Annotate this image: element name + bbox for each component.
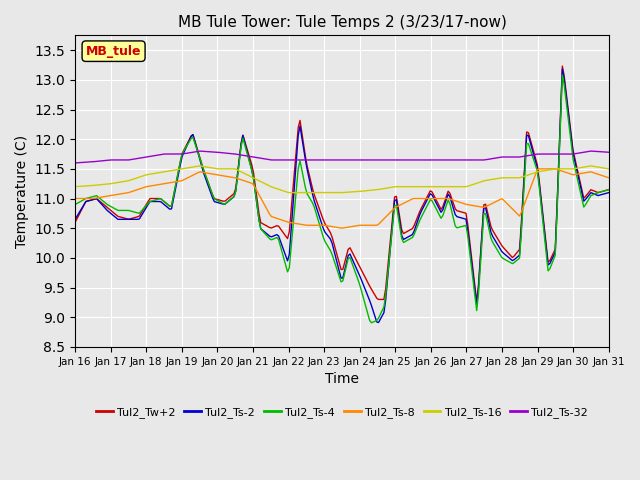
Text: MB_tule: MB_tule	[86, 45, 141, 58]
X-axis label: Time: Time	[325, 372, 359, 386]
Title: MB Tule Tower: Tule Temps 2 (3/23/17-now): MB Tule Tower: Tule Temps 2 (3/23/17-now…	[177, 15, 506, 30]
Y-axis label: Temperature (C): Temperature (C)	[15, 134, 29, 248]
Legend: Tul2_Tw+2, Tul2_Ts-2, Tul2_Ts-4, Tul2_Ts-8, Tul2_Ts-16, Tul2_Ts-32: Tul2_Tw+2, Tul2_Ts-2, Tul2_Ts-4, Tul2_Ts…	[92, 402, 593, 422]
